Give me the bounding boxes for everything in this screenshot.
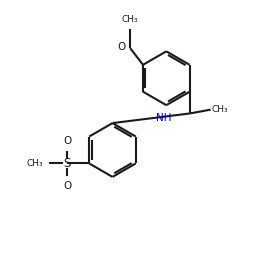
Text: O: O xyxy=(63,181,72,191)
Text: CH₃: CH₃ xyxy=(122,15,139,24)
Text: O: O xyxy=(117,42,126,52)
Text: O: O xyxy=(63,136,72,146)
Text: CH₃: CH₃ xyxy=(27,159,43,168)
Text: S: S xyxy=(64,157,71,170)
Text: CH₃: CH₃ xyxy=(212,105,228,114)
Text: NH: NH xyxy=(156,113,171,123)
